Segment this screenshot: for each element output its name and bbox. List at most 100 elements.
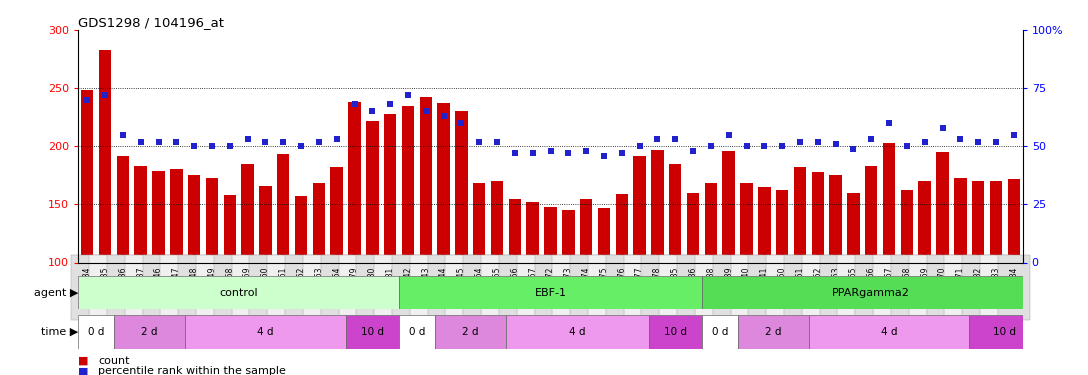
Point xyxy=(559,150,577,156)
Point xyxy=(595,153,613,159)
Text: 0 d: 0 d xyxy=(88,327,104,337)
Point xyxy=(78,97,96,103)
Bar xyxy=(918,181,931,262)
Text: agent ▶: agent ▶ xyxy=(34,288,78,297)
Bar xyxy=(829,175,842,262)
Point xyxy=(952,136,969,142)
Point xyxy=(363,108,381,114)
Bar xyxy=(937,152,949,262)
Bar xyxy=(116,156,129,262)
Bar xyxy=(738,315,808,349)
Bar xyxy=(384,114,396,262)
Text: ■: ■ xyxy=(78,356,89,366)
Bar xyxy=(648,315,702,349)
Text: EBF-1: EBF-1 xyxy=(534,288,567,297)
Point xyxy=(168,139,185,145)
Point xyxy=(203,143,221,149)
Point xyxy=(880,120,898,126)
Point xyxy=(150,139,168,145)
Point xyxy=(738,143,755,149)
Bar xyxy=(509,199,521,262)
Text: 4 d: 4 d xyxy=(569,327,585,337)
Bar xyxy=(78,276,399,309)
Text: 2 d: 2 d xyxy=(765,327,781,337)
Bar xyxy=(399,276,702,309)
Bar xyxy=(848,193,860,262)
Point xyxy=(506,150,523,156)
Bar xyxy=(1007,179,1021,262)
Bar xyxy=(277,154,289,262)
Text: time ▶: time ▶ xyxy=(41,327,78,337)
Point xyxy=(667,136,684,142)
Point xyxy=(844,146,862,152)
Bar xyxy=(437,103,449,262)
Bar xyxy=(882,143,895,262)
Bar xyxy=(633,156,646,262)
Point xyxy=(346,101,363,107)
Bar xyxy=(188,175,200,262)
Bar xyxy=(758,187,770,262)
Bar xyxy=(114,315,185,349)
Point xyxy=(631,143,648,149)
Text: 4 d: 4 d xyxy=(257,327,274,337)
Point xyxy=(435,113,453,119)
Bar xyxy=(473,183,485,262)
Text: 0 d: 0 d xyxy=(712,327,728,337)
Point xyxy=(969,139,987,145)
Text: 10 d: 10 d xyxy=(664,327,687,337)
Bar xyxy=(78,315,114,349)
Point xyxy=(453,120,470,126)
Bar xyxy=(152,171,164,262)
Point xyxy=(827,141,844,147)
Point xyxy=(542,148,559,154)
Point xyxy=(774,143,791,149)
Point xyxy=(293,143,310,149)
Bar xyxy=(740,183,753,262)
Point xyxy=(916,139,934,145)
Bar xyxy=(435,315,506,349)
Text: 0 d: 0 d xyxy=(409,327,425,337)
Bar xyxy=(969,315,1040,349)
Text: PPARgamma2: PPARgamma2 xyxy=(832,288,911,297)
Bar xyxy=(259,186,272,262)
Point xyxy=(417,108,434,114)
Bar xyxy=(331,167,343,262)
Text: GDS1298 / 104196_at: GDS1298 / 104196_at xyxy=(78,16,224,29)
Bar xyxy=(223,195,236,262)
Point xyxy=(97,92,114,98)
Bar xyxy=(491,181,504,262)
Bar xyxy=(776,190,789,262)
Bar xyxy=(812,172,824,262)
Text: 4 d: 4 d xyxy=(881,327,898,337)
Point xyxy=(114,132,132,138)
Bar xyxy=(901,190,913,262)
Point xyxy=(756,143,774,149)
Point xyxy=(1005,132,1023,138)
Point xyxy=(987,139,1004,145)
Bar xyxy=(295,196,307,262)
Bar xyxy=(185,315,346,349)
Bar xyxy=(562,210,574,262)
Bar xyxy=(972,181,985,262)
Bar xyxy=(170,170,183,262)
Point xyxy=(614,150,631,156)
Point xyxy=(720,132,738,138)
Bar xyxy=(366,121,379,262)
Bar xyxy=(135,166,147,262)
Bar xyxy=(206,178,219,262)
Bar xyxy=(401,106,415,262)
Bar xyxy=(702,276,1040,309)
Bar xyxy=(616,194,628,262)
Text: 2 d: 2 d xyxy=(462,327,479,337)
Point xyxy=(132,139,149,145)
Bar xyxy=(420,98,432,262)
Text: control: control xyxy=(220,288,258,297)
Bar xyxy=(99,50,111,262)
Bar xyxy=(597,208,610,262)
Bar xyxy=(669,164,681,262)
Point xyxy=(399,92,417,98)
Point xyxy=(185,143,202,149)
Text: 2 d: 2 d xyxy=(141,327,158,337)
Text: ■: ■ xyxy=(78,366,89,375)
Point xyxy=(863,136,880,142)
